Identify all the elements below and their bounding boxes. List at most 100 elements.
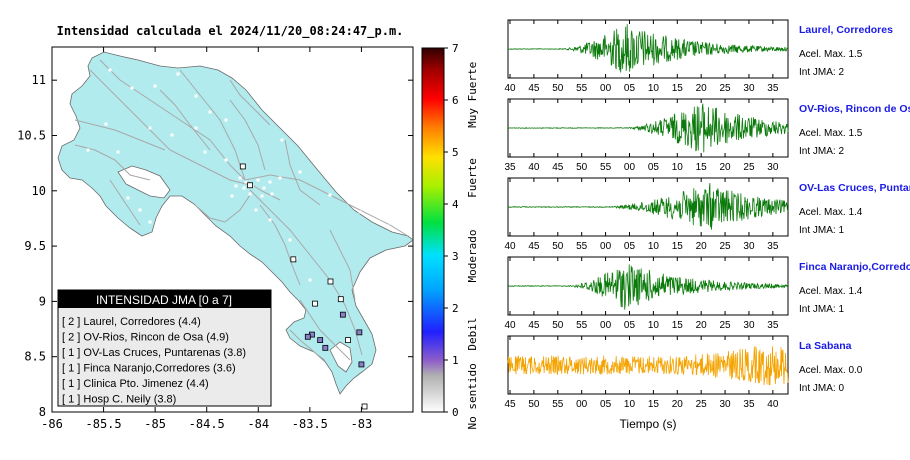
waveform-tick-label: 20 — [696, 83, 708, 94]
legend-item: [ 2 ] OV-Rios, Rincon de Osa (4.9) — [62, 332, 229, 344]
waveform-tick-label: 05 — [624, 241, 636, 252]
town-dot — [280, 138, 284, 142]
town-dot — [234, 184, 238, 188]
town-dot — [176, 72, 180, 76]
waveform-tick-label: 25 — [743, 162, 755, 173]
station-markers — [239, 163, 368, 410]
station-marker — [337, 296, 344, 303]
station-jma-intensity: Int JMA: 0 — [799, 383, 844, 394]
colorbar-tick-label: 2 — [452, 302, 459, 315]
map-panel: Intensidad calculada el 2024/11/20_08:24… — [17, 24, 414, 431]
waveform-tick-label: 20 — [696, 320, 708, 331]
waveform-trace — [507, 24, 789, 73]
waveform-tick-label: 30 — [743, 241, 755, 252]
waveform-tick-label: 05 — [624, 83, 636, 94]
town-dot — [130, 86, 134, 90]
town-dot — [256, 178, 260, 182]
station-name: Laurel, Corredores — [799, 24, 893, 36]
waveform-tick-label: 15 — [696, 162, 708, 173]
costa-rica-landmass — [57, 51, 413, 395]
town-dot — [224, 118, 228, 122]
station-max-acceleration: Acel. Max. 1.5 — [799, 49, 863, 60]
map-x-tick-label: -83 — [351, 417, 373, 431]
town-dot — [86, 148, 90, 152]
station-marker — [345, 337, 351, 344]
road — [159, 89, 211, 151]
town-dot — [242, 186, 246, 190]
station-jma-intensity: Int JMA: 1 — [799, 225, 844, 236]
town-dot — [244, 180, 248, 184]
waveform-tick-label: 05 — [600, 399, 612, 410]
station-marker — [317, 337, 324, 344]
town-dot — [248, 192, 252, 196]
town-dot — [386, 224, 390, 228]
waveform-tick-label: 45 — [528, 320, 540, 331]
waveform-tick-label: 40 — [504, 83, 516, 94]
map-x-tick-label: -85 — [144, 417, 166, 431]
map-y-tick-label: 10 — [32, 184, 46, 198]
town-dot — [308, 278, 312, 282]
waveform-tick-label: 00 — [576, 399, 588, 410]
station-marker — [312, 300, 318, 307]
colorbar-tick-label: 4 — [452, 198, 459, 211]
waveform-tick-label: 00 — [600, 83, 612, 94]
waveform-tick-label: 45 — [504, 399, 516, 410]
waveform-tick-label: 15 — [672, 241, 684, 252]
town-dot — [262, 186, 266, 190]
waveform-tick-label: 40 — [504, 320, 516, 331]
station-marker — [361, 403, 368, 410]
station-marker — [304, 333, 311, 340]
town-dot — [108, 68, 112, 72]
map-x-tick-label: -85.5 — [86, 417, 122, 431]
station-marker — [327, 278, 334, 285]
station-marker — [239, 163, 246, 170]
road — [74, 144, 151, 181]
town-dot — [170, 133, 174, 137]
waveform-trace — [507, 264, 789, 310]
colorbar-tick-label: 0 — [452, 406, 459, 419]
town-dot — [224, 158, 228, 162]
waveform-tick-label: 50 — [576, 162, 588, 173]
road — [89, 69, 251, 186]
map-y-tick-label: 10.5 — [17, 128, 46, 142]
waveform-tick-label: 25 — [696, 399, 708, 410]
waveform-tick-label: 30 — [743, 320, 755, 331]
waveform-tick-label: 10 — [648, 320, 660, 331]
road — [289, 329, 326, 363]
legend-item: [ 1 ] Clinica Pto. Jimenez (4.4) — [62, 378, 209, 390]
map-y-tick-label: 11 — [32, 73, 46, 87]
waveform-tick-label: 35 — [767, 320, 779, 331]
station-name: OV-Las Cruces, Puntar — [799, 182, 910, 194]
waveform-tick-label: 10 — [624, 399, 636, 410]
waveform-tick-label: 00 — [624, 162, 636, 173]
town-dot — [203, 150, 207, 154]
map-y-axis: 11 10.5 10 9.5 9 8.5 8 — [17, 73, 413, 419]
waveform-tick-label: 00 — [600, 241, 612, 252]
waveform-tick-label: 55 — [600, 162, 612, 173]
waveform-tick-label: 35 — [767, 241, 779, 252]
waveform-tick-label: 25 — [720, 83, 732, 94]
town-dot — [104, 122, 108, 126]
waveform-tick-label: 45 — [528, 83, 540, 94]
station-marker — [247, 182, 253, 189]
town-dot — [278, 176, 282, 180]
waveform-tick-label: 50 — [528, 399, 540, 410]
colorbar-tick-label: 7 — [452, 42, 459, 55]
waveform-tick-label: 40 — [767, 399, 779, 410]
colorbar-category-label: Fuerte — [466, 158, 479, 198]
map-x-axis: -86 -85.5 -85 -84.5 -84 -83.5 -83 — [41, 47, 372, 431]
waveform-tick-label: 30 — [720, 399, 732, 410]
map-x-tick-label: -83.5 — [292, 417, 328, 431]
road — [284, 139, 321, 206]
station-jma-intensity: Int JMA: 2 — [799, 67, 844, 78]
waveform-tick-label: 10 — [648, 83, 660, 94]
waveform-tick-label: 30 — [767, 162, 779, 173]
road — [179, 69, 281, 201]
road — [99, 59, 246, 181]
waveform-tick-label: 20 — [696, 241, 708, 252]
legend-title: INTENSIDAD JMA [0 a 7] — [96, 293, 232, 307]
waveform-tick-label: 55 — [576, 241, 588, 252]
waveform-tick-label: 50 — [552, 241, 564, 252]
town-dot — [268, 180, 272, 184]
town-dot — [153, 84, 157, 88]
